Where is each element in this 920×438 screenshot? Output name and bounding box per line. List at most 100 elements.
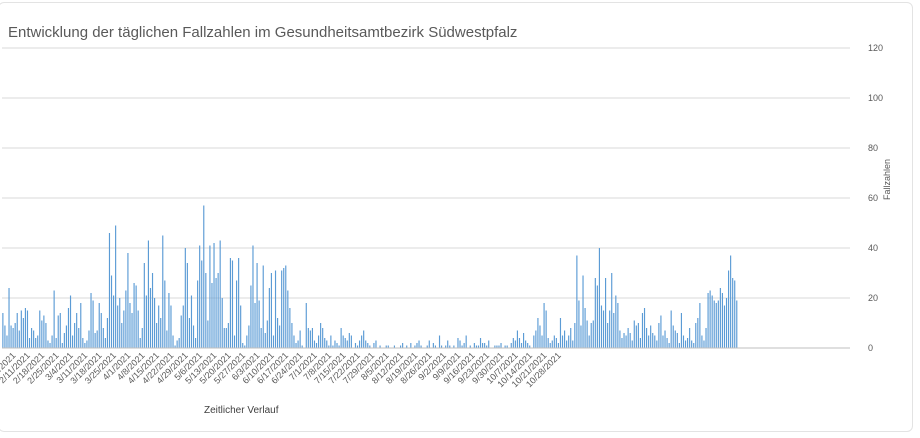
bar — [420, 345, 422, 348]
bar — [289, 308, 291, 348]
bar — [332, 345, 334, 348]
bar — [129, 303, 131, 348]
bar — [240, 305, 242, 348]
bar — [469, 345, 471, 348]
bar — [590, 323, 592, 348]
bar — [510, 343, 512, 348]
y-tick-label: 80 — [868, 143, 878, 153]
bar — [47, 340, 49, 348]
bar — [315, 343, 318, 348]
bar — [72, 335, 74, 348]
bar — [504, 345, 506, 348]
bar — [104, 338, 106, 348]
bar — [166, 330, 168, 348]
bar — [463, 343, 465, 348]
bar — [80, 303, 82, 348]
bar — [639, 338, 641, 348]
x-axis-label: Zeitlicher Verlauf — [204, 405, 279, 416]
bar — [369, 345, 371, 348]
bar — [141, 328, 143, 348]
bar — [359, 340, 361, 348]
bar — [629, 333, 631, 348]
bar — [586, 320, 588, 348]
bar — [410, 343, 412, 348]
bar — [4, 325, 6, 348]
bar — [559, 318, 562, 348]
bar — [143, 263, 145, 348]
bar — [279, 325, 281, 348]
bar — [18, 330, 20, 348]
bar — [137, 310, 139, 348]
bar — [43, 315, 45, 348]
bar — [385, 345, 387, 348]
bar — [734, 280, 736, 348]
bar — [266, 320, 268, 348]
bar — [365, 340, 367, 348]
bar — [537, 318, 539, 348]
bar — [711, 295, 713, 348]
bar — [186, 263, 188, 348]
bar — [340, 328, 342, 348]
bar — [703, 340, 705, 348]
bar — [262, 265, 264, 348]
bar — [666, 338, 668, 348]
bar — [201, 260, 203, 348]
bar — [676, 333, 678, 348]
bar — [574, 323, 576, 348]
bar — [705, 328, 707, 348]
bar — [147, 240, 149, 348]
bar — [602, 310, 605, 348]
bar — [94, 333, 96, 348]
bar — [684, 340, 687, 348]
bar — [551, 340, 553, 348]
bar — [592, 320, 594, 348]
bar — [180, 315, 182, 348]
bar — [674, 330, 676, 348]
bar — [313, 340, 316, 348]
bar — [527, 343, 529, 348]
bar — [211, 283, 213, 348]
bar — [477, 345, 480, 348]
bar — [324, 338, 326, 348]
bar — [110, 275, 113, 348]
bar — [207, 320, 209, 348]
bar — [334, 340, 336, 348]
bar — [561, 335, 564, 348]
bar — [646, 328, 648, 348]
bar — [195, 338, 197, 348]
bar — [730, 255, 732, 348]
bar — [402, 343, 404, 348]
bar — [598, 248, 600, 348]
bar — [709, 290, 711, 348]
bar — [299, 330, 301, 348]
bar — [723, 305, 726, 348]
bar — [293, 335, 295, 348]
bar — [545, 310, 547, 348]
bar — [258, 300, 260, 348]
bar — [375, 340, 377, 348]
bar — [445, 345, 447, 348]
bar — [264, 333, 266, 348]
bar — [45, 323, 47, 348]
bar — [625, 335, 627, 348]
bar — [37, 335, 39, 348]
bar — [434, 345, 436, 348]
bar — [348, 333, 350, 348]
bar — [633, 320, 635, 348]
bar — [715, 303, 717, 348]
bar — [311, 328, 313, 348]
bar — [227, 323, 229, 348]
bar — [203, 205, 205, 348]
bar — [555, 338, 557, 348]
bar — [615, 295, 617, 348]
bar — [149, 288, 152, 348]
bar — [732, 278, 734, 348]
bar — [426, 345, 428, 348]
bar — [184, 248, 186, 348]
bar — [660, 315, 662, 348]
bar — [78, 328, 80, 348]
bar — [31, 328, 33, 348]
y-tick-label: 40 — [868, 243, 878, 253]
